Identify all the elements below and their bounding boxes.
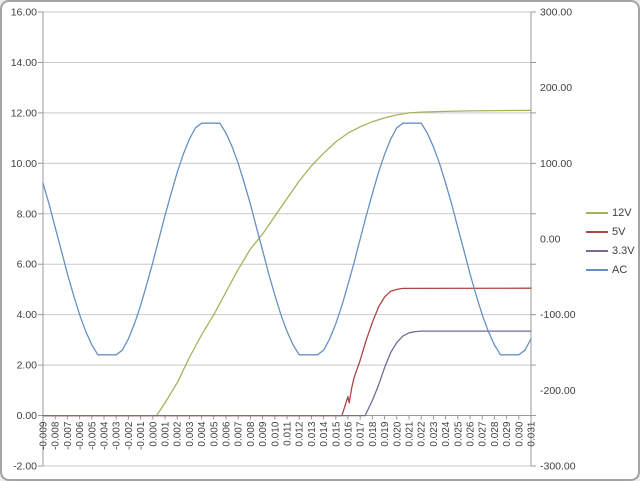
x-axis-tick-label: 0.005 xyxy=(209,421,220,446)
x-axis-tick-label: 0.022 xyxy=(417,421,428,446)
x-axis-tick-label: -0.001 xyxy=(136,421,147,450)
series-12v-line xyxy=(42,109,532,417)
legend-line-swatch xyxy=(586,211,608,214)
left-axis-tick-label: 8.00 xyxy=(17,208,38,220)
right-axis-tick-label: 0.00 xyxy=(540,234,561,246)
x-axis-tick-label: 0.000 xyxy=(148,421,159,446)
x-axis-tick-label: 0.020 xyxy=(392,421,403,446)
x-axis-tick-label: 0.029 xyxy=(502,421,513,446)
x-axis-tick-label: 0.001 xyxy=(161,421,172,446)
x-axis-tick-label: 0.023 xyxy=(429,421,440,446)
x-axis-tick-label: 0.019 xyxy=(380,421,391,446)
legend-item-3-3v: 3.3V xyxy=(586,241,635,260)
series-3-3v-line xyxy=(42,330,532,417)
x-axis-tick-label: -0.009 xyxy=(39,421,50,450)
x-axis-tick-label: 0.013 xyxy=(307,421,318,446)
x-axis-tick-label: 0.017 xyxy=(356,421,367,446)
x-axis-tick-label: 0.002 xyxy=(173,421,184,446)
left-axis-tick-label: 12.00 xyxy=(11,107,37,119)
legend-label: 5V xyxy=(612,225,626,238)
x-axis-tick-label: 0.030 xyxy=(514,421,525,446)
series-ac-line xyxy=(42,122,532,356)
legend-label: AC xyxy=(612,263,628,276)
x-axis-tick-label: 0.031 xyxy=(527,421,538,446)
x-axis-tick-label: 0.003 xyxy=(185,421,196,446)
right-axis-tick-label: 300.00 xyxy=(540,7,572,19)
right-axis-tick-label: -300.00 xyxy=(540,461,576,473)
left-axis-tick-label: 16.00 xyxy=(11,7,37,19)
right-axis-tick-label: 200.00 xyxy=(540,82,572,94)
x-axis-tick-label: 0.027 xyxy=(478,421,489,446)
legend-label: 12V xyxy=(612,206,632,219)
x-axis-tick-label: 0.008 xyxy=(246,421,257,446)
series-5v-line xyxy=(42,287,532,417)
right-axis-tick-label: -200.00 xyxy=(540,385,576,397)
x-axis-tick-label: 0.016 xyxy=(344,421,355,446)
x-axis-tick-label: 0.024 xyxy=(441,421,452,446)
x-axis-tick-label: 0.028 xyxy=(490,421,501,446)
legend-line-swatch xyxy=(586,249,608,252)
x-axis-tick-label: 0.021 xyxy=(405,421,416,446)
x-axis-tick-label: 0.015 xyxy=(331,421,342,446)
x-axis-tick-label: 0.011 xyxy=(283,421,294,446)
x-axis-tick-label: 0.014 xyxy=(319,421,330,446)
left-axis-tick-label: 0.00 xyxy=(17,410,38,422)
left-axis-tick-label: 2.00 xyxy=(17,360,38,372)
x-axis-tick-label: 0.004 xyxy=(197,421,208,446)
left-axis-tick-label: -2.00 xyxy=(13,461,37,473)
legend-label: 3.3V xyxy=(612,244,635,257)
x-axis-tick-label: 0.010 xyxy=(270,421,281,446)
right-axis-tick-label: 100.00 xyxy=(540,158,572,170)
legend-line-swatch xyxy=(586,230,608,233)
left-axis-tick-label: 14.00 xyxy=(11,57,37,69)
x-axis-tick-label: 0.018 xyxy=(368,421,379,446)
x-axis-tick-label: -0.003 xyxy=(112,421,123,450)
x-axis-tick-label: -0.002 xyxy=(124,421,135,450)
x-axis-tick-label: 0.009 xyxy=(258,421,269,446)
x-axis-tick-label: 0.007 xyxy=(234,421,245,446)
legend-item-5v: 5V xyxy=(586,222,635,241)
left-axis-tick-label: 4.00 xyxy=(17,309,38,321)
left-axis-tick-label: 6.00 xyxy=(17,259,38,271)
left-axis-tick-label: 10.00 xyxy=(11,158,37,170)
x-axis-tick-label: 0.026 xyxy=(466,421,477,446)
x-axis-tick-label: -0.006 xyxy=(75,421,86,450)
legend-item-12v: 12V xyxy=(586,203,635,222)
legend-line-swatch xyxy=(586,268,608,271)
x-axis-tick-label: -0.008 xyxy=(51,421,62,450)
legend-item-ac: AC xyxy=(586,260,635,279)
x-axis-tick-label: 0.006 xyxy=(222,421,233,446)
x-axis-tick-label: 0.012 xyxy=(295,421,306,446)
chart-legend: 12V 5V 3.3V AC xyxy=(586,203,635,279)
x-axis-tick-label: 0.025 xyxy=(453,421,464,446)
x-axis-tick-label: -0.004 xyxy=(100,421,111,450)
right-axis-tick-label: -100.00 xyxy=(540,309,576,321)
x-axis-tick-label: -0.005 xyxy=(87,421,98,450)
x-axis-tick-label: -0.007 xyxy=(63,421,74,450)
